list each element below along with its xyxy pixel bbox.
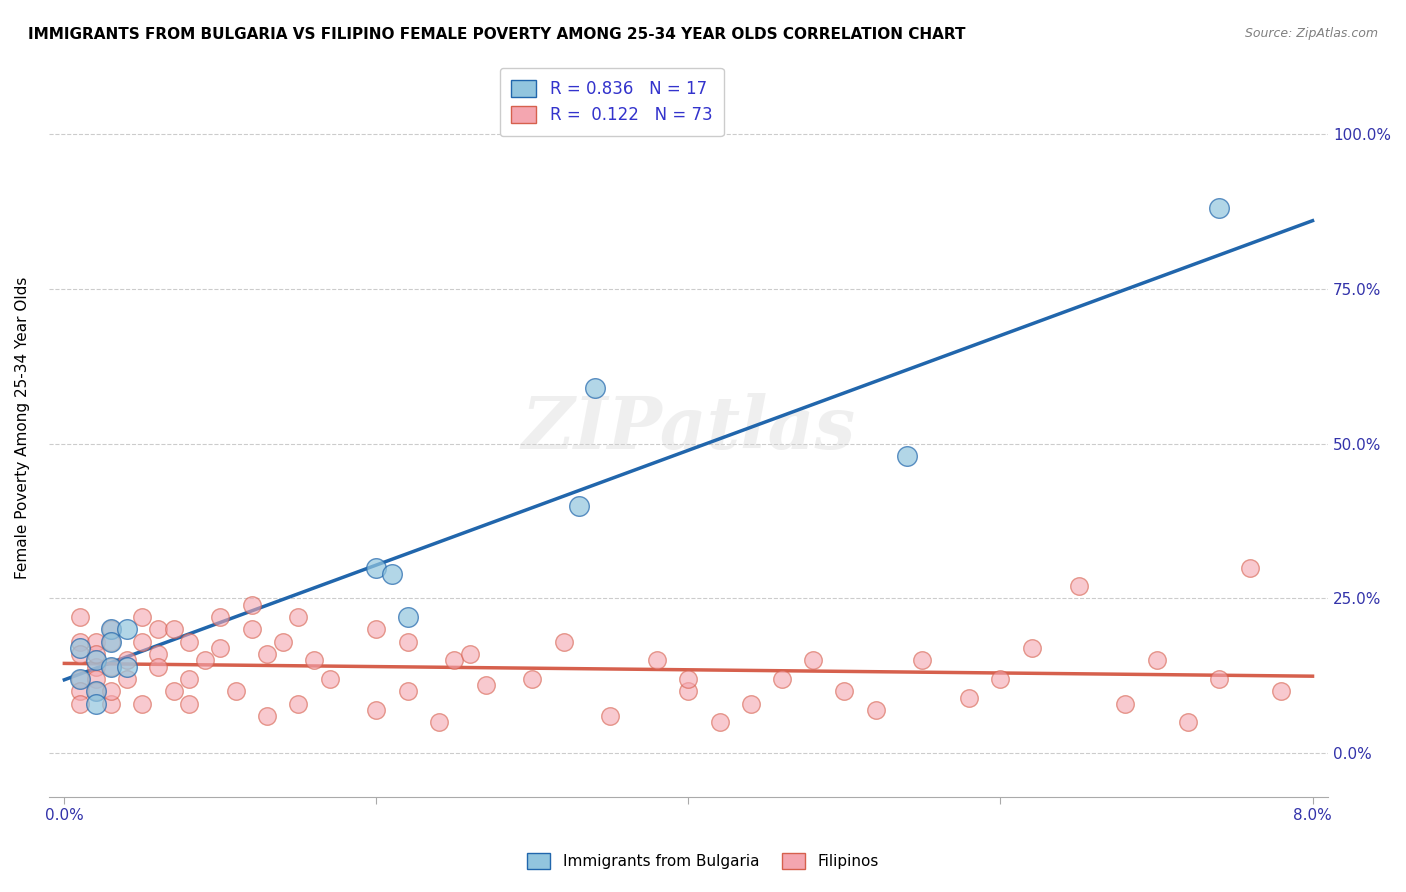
- Point: [583, 381, 606, 395]
- Point: [179, 697, 201, 711]
- Point: [84, 697, 107, 711]
- Text: ZIPatlas: ZIPatlas: [522, 392, 855, 464]
- Point: [645, 653, 668, 667]
- Point: [256, 709, 278, 723]
- Point: [84, 635, 107, 649]
- Point: [834, 684, 856, 698]
- Y-axis label: Female Poverty Among 25-34 Year Olds: Female Poverty Among 25-34 Year Olds: [15, 277, 30, 579]
- Point: [115, 623, 138, 637]
- Point: [427, 715, 450, 730]
- Point: [84, 672, 107, 686]
- Point: [209, 610, 232, 624]
- Point: [568, 499, 591, 513]
- Point: [1021, 640, 1043, 655]
- Point: [474, 678, 496, 692]
- Point: [709, 715, 731, 730]
- Point: [302, 653, 325, 667]
- Point: [100, 623, 122, 637]
- Point: [84, 653, 107, 667]
- Point: [381, 566, 404, 581]
- Point: [396, 610, 419, 624]
- Legend: Immigrants from Bulgaria, Filipinos: Immigrants from Bulgaria, Filipinos: [522, 847, 884, 875]
- Point: [366, 560, 388, 574]
- Point: [553, 635, 575, 649]
- Point: [100, 684, 122, 698]
- Point: [801, 653, 824, 667]
- Point: [209, 640, 232, 655]
- Point: [69, 697, 91, 711]
- Point: [179, 672, 201, 686]
- Point: [240, 598, 263, 612]
- Point: [396, 684, 419, 698]
- Point: [599, 709, 621, 723]
- Point: [225, 684, 247, 698]
- Point: [1270, 684, 1292, 698]
- Point: [69, 640, 91, 655]
- Point: [740, 697, 762, 711]
- Point: [179, 635, 201, 649]
- Point: [69, 684, 91, 698]
- Point: [271, 635, 294, 649]
- Text: IMMIGRANTS FROM BULGARIA VS FILIPINO FEMALE POVERTY AMONG 25-34 YEAR OLDS CORREL: IMMIGRANTS FROM BULGARIA VS FILIPINO FEM…: [28, 27, 966, 42]
- Point: [100, 659, 122, 673]
- Point: [162, 684, 184, 698]
- Point: [115, 653, 138, 667]
- Point: [256, 647, 278, 661]
- Point: [1114, 697, 1136, 711]
- Point: [131, 610, 153, 624]
- Point: [69, 672, 91, 686]
- Point: [146, 647, 169, 661]
- Point: [1177, 715, 1199, 730]
- Point: [84, 684, 107, 698]
- Text: Source: ZipAtlas.com: Source: ZipAtlas.com: [1244, 27, 1378, 40]
- Point: [69, 635, 91, 649]
- Point: [396, 635, 419, 649]
- Point: [1146, 653, 1168, 667]
- Point: [69, 672, 91, 686]
- Point: [194, 653, 217, 667]
- Point: [443, 653, 465, 667]
- Point: [896, 449, 918, 463]
- Point: [100, 697, 122, 711]
- Point: [1067, 579, 1090, 593]
- Point: [69, 647, 91, 661]
- Point: [287, 610, 309, 624]
- Point: [865, 703, 887, 717]
- Point: [84, 684, 107, 698]
- Point: [366, 623, 388, 637]
- Point: [100, 635, 122, 649]
- Point: [911, 653, 934, 667]
- Point: [678, 672, 700, 686]
- Point: [146, 623, 169, 637]
- Point: [131, 697, 153, 711]
- Point: [162, 623, 184, 637]
- Point: [458, 647, 481, 661]
- Point: [115, 659, 138, 673]
- Point: [240, 623, 263, 637]
- Point: [69, 610, 91, 624]
- Point: [115, 672, 138, 686]
- Point: [100, 635, 122, 649]
- Point: [1208, 672, 1230, 686]
- Point: [146, 659, 169, 673]
- Point: [1239, 560, 1261, 574]
- Point: [100, 623, 122, 637]
- Point: [131, 635, 153, 649]
- Point: [366, 703, 388, 717]
- Point: [84, 647, 107, 661]
- Point: [522, 672, 544, 686]
- Legend: R = 0.836   N = 17, R =  0.122   N = 73: R = 0.836 N = 17, R = 0.122 N = 73: [499, 68, 724, 136]
- Point: [678, 684, 700, 698]
- Point: [990, 672, 1012, 686]
- Point: [770, 672, 793, 686]
- Point: [957, 690, 980, 705]
- Point: [100, 659, 122, 673]
- Point: [1208, 201, 1230, 215]
- Point: [318, 672, 340, 686]
- Point: [287, 697, 309, 711]
- Point: [84, 659, 107, 673]
